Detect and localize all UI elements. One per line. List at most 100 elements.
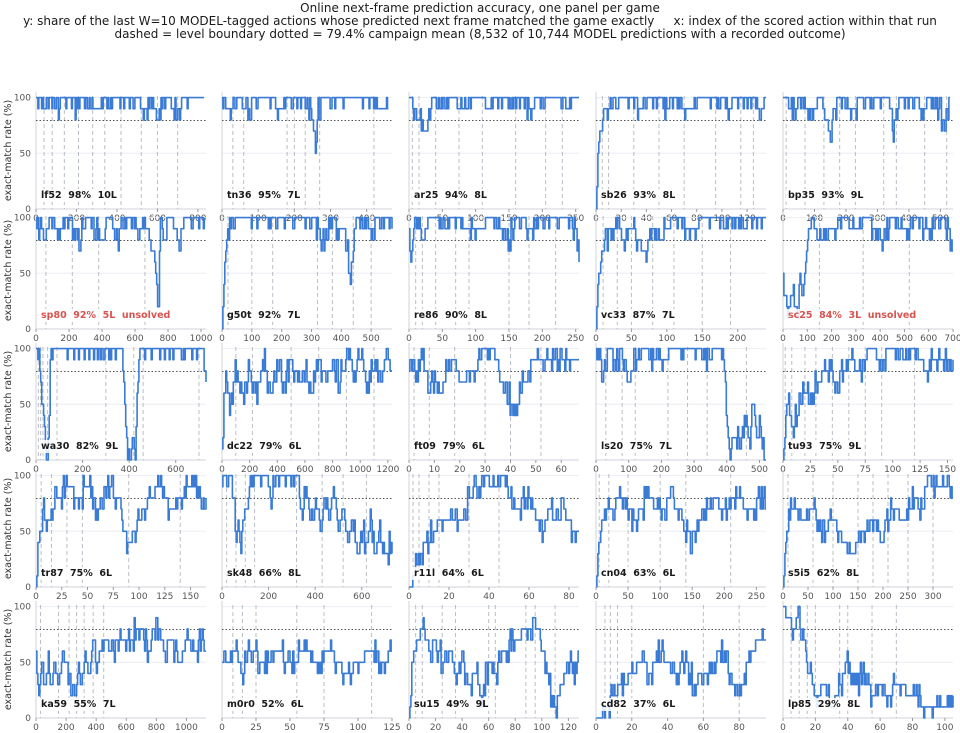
panel-label-background xyxy=(599,309,677,322)
x-tick-label: 250 xyxy=(567,334,584,344)
panel-label: dc22 79% 6L xyxy=(227,441,301,452)
x-tick-label: 150 xyxy=(684,592,701,602)
x-tick-label: 20 xyxy=(430,723,442,733)
panel-label-background xyxy=(39,567,115,580)
subtitle-x: x: index of the scored action within tha… xyxy=(673,14,937,28)
subtitle-y: y: share of the last W=10 MODEL-tagged a… xyxy=(23,14,655,28)
panel-cn04: 0 50 100 150 200 250 cn04 63% 6L xyxy=(593,470,766,602)
panel-sk48: 0 200 400 600 sk48 66% 8L xyxy=(219,470,393,602)
x-tick-label: 100 xyxy=(936,723,953,733)
y-tick-label: 50 xyxy=(20,149,32,159)
panel-label-background xyxy=(786,440,864,453)
panel-label: r11l 64% 6L xyxy=(414,568,484,579)
x-tick-label: 200 xyxy=(729,334,746,344)
x-tick-label: 200 xyxy=(823,334,840,344)
x-tick-label: 600 xyxy=(167,465,184,475)
x-tick-label: 125 xyxy=(156,592,173,602)
x-tick-label: 250 xyxy=(748,592,765,602)
panel-label: su15 49% 9L xyxy=(414,699,488,710)
x-tick-label: 200 xyxy=(57,723,74,733)
x-tick-label: 20 xyxy=(454,465,466,475)
panel-label: bp35 93% 9L xyxy=(788,190,863,201)
panel-label-background xyxy=(786,309,919,322)
x-tick-label: 0 xyxy=(219,592,225,602)
x-tick-label: 50 xyxy=(437,334,449,344)
panel-label: vc33 87% 7L xyxy=(601,310,675,321)
y-tick-label: 100 xyxy=(14,94,31,104)
series-line xyxy=(596,96,766,210)
y-tick-label: 0 xyxy=(25,205,31,215)
x-tick-label: 25 xyxy=(805,465,816,475)
panel-label: ka59 55% 7L xyxy=(41,699,116,710)
series-line xyxy=(36,96,204,121)
x-tick-label: 250 xyxy=(899,592,916,602)
x-tick-label: 1000 xyxy=(190,334,213,344)
x-tick-label: 0 xyxy=(219,723,225,733)
x-tick-label: 25 xyxy=(56,592,67,602)
x-tick-label: 100 xyxy=(533,723,550,733)
x-tick-label: 100 xyxy=(652,592,669,602)
x-tick-label: 1200 xyxy=(376,465,399,475)
x-tick-label: 150 xyxy=(694,334,711,344)
panel-label: wa30 82% 9L xyxy=(41,441,118,452)
panel-sc25: 0 100 200 300 400 500 600 700 sc25 84% 3L unsolv… xyxy=(780,212,960,344)
x-tick-label: 200 xyxy=(874,592,891,602)
panel-label-background xyxy=(599,440,674,453)
title-block: Online next-frame prediction accuracy, o… xyxy=(0,2,960,41)
panel-label-background xyxy=(786,189,866,202)
panel-label: tu93 75% 9L xyxy=(788,441,861,452)
panel-label-background xyxy=(225,309,303,322)
x-tick-label: 30 xyxy=(479,465,491,475)
y-tick-label: 0 xyxy=(25,583,31,593)
x-tick-label: 0 xyxy=(406,723,412,733)
y-tick-label: 100 xyxy=(14,603,31,613)
x-tick-label: 125 xyxy=(383,723,400,733)
panel-label: m0r0 52% 6L xyxy=(227,699,303,710)
chart-title: Online next-frame prediction accuracy, o… xyxy=(300,1,660,15)
x-tick-label: 400 xyxy=(88,723,105,733)
x-tick-label: 600 xyxy=(296,465,313,475)
x-tick-label: 300 xyxy=(685,465,702,475)
series-line xyxy=(783,216,953,319)
x-tick-label: 150 xyxy=(849,592,866,602)
x-tick-label: 10 xyxy=(429,465,441,475)
panel-label-background xyxy=(412,567,486,580)
panel-label-background xyxy=(39,698,118,711)
x-tick-label: 50 xyxy=(82,592,94,602)
series-line xyxy=(409,347,579,417)
y-tick-label: 0 xyxy=(25,714,31,724)
x-tick-label: 40 xyxy=(456,723,468,733)
panel-label-background xyxy=(599,189,678,202)
y-tick-label: 50 xyxy=(20,269,32,279)
panel-r11l: 0 20 40 60 80 r11l 64% 6L xyxy=(406,470,579,602)
series-line xyxy=(409,474,579,588)
panel-label: lf52 98% 10L xyxy=(41,190,117,201)
panel-re86: 0 50 100 150 200 250 re86 90% 8L xyxy=(406,212,585,344)
panel-label: sk48 66% 8L xyxy=(227,568,301,579)
panel-cd82: 020406080scored action index within the … xyxy=(593,601,766,733)
x-tick-label: 200 xyxy=(273,334,290,344)
x-tick-label: 20 xyxy=(615,214,627,224)
series-line xyxy=(596,216,766,330)
series-line xyxy=(783,96,950,143)
x-tick-label: 500 xyxy=(751,465,768,475)
series-line xyxy=(36,474,207,588)
x-tick-label: 100 xyxy=(467,214,484,224)
x-tick-label: 60 xyxy=(698,723,710,733)
legend-note: dashed = level boundary dotted = 79.4% c… xyxy=(114,27,846,41)
x-tick-label: 400 xyxy=(93,334,110,344)
x-tick-label: 40 xyxy=(662,723,674,733)
x-tick-label: 40 xyxy=(505,465,517,475)
panel-label: sp80 92% 5L unsolved xyxy=(41,310,170,321)
y-axis-label: exact-match rate (%) xyxy=(3,100,14,201)
x-tick-label: 80 xyxy=(691,214,703,224)
panel-label: tr87 75% 6L xyxy=(41,568,112,579)
x-tick-label: 100 xyxy=(884,465,901,475)
x-tick-label: 60 xyxy=(556,465,568,475)
x-tick-label: 0 xyxy=(780,334,786,344)
x-tick-label: 800 xyxy=(148,723,165,733)
x-tick-label: 200 xyxy=(68,214,85,224)
